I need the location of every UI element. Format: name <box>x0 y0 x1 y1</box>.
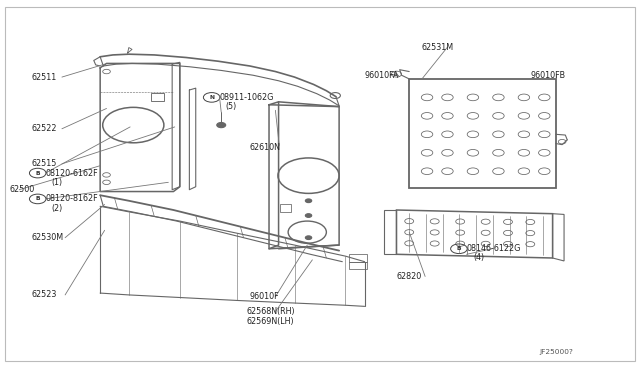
Text: 08120-8162F: 08120-8162F <box>45 195 98 203</box>
Bar <box>151 93 164 101</box>
Text: (4): (4) <box>473 253 484 263</box>
Text: 62511: 62511 <box>32 73 57 81</box>
Circle shape <box>305 199 312 203</box>
Text: 62522: 62522 <box>32 124 58 133</box>
Text: (2): (2) <box>51 203 62 213</box>
Text: 62820: 62820 <box>396 272 422 281</box>
Text: 62610N: 62610N <box>250 143 281 152</box>
Text: 08911-1062G: 08911-1062G <box>220 93 274 102</box>
Bar <box>280 205 291 212</box>
Text: N: N <box>209 95 214 100</box>
Text: 62515: 62515 <box>32 159 58 169</box>
Text: (5): (5) <box>226 102 237 111</box>
Bar <box>409 79 556 188</box>
Text: B: B <box>35 196 40 201</box>
Text: JF25000?: JF25000? <box>540 349 573 355</box>
Circle shape <box>217 122 226 128</box>
Text: 08146-6122G: 08146-6122G <box>467 244 521 253</box>
Text: 62500: 62500 <box>9 185 35 194</box>
Text: 96010FB: 96010FB <box>531 71 565 80</box>
Text: B: B <box>457 246 461 251</box>
Bar <box>384 210 396 254</box>
Text: 62569N(LH): 62569N(LH) <box>246 317 294 326</box>
Text: (1): (1) <box>51 178 62 187</box>
Text: 96010FA: 96010FA <box>365 71 399 80</box>
Text: 96010F: 96010F <box>250 292 280 301</box>
Bar <box>349 262 367 269</box>
Circle shape <box>305 236 312 240</box>
Text: 62523: 62523 <box>32 291 58 299</box>
Circle shape <box>305 214 312 217</box>
Text: B: B <box>35 171 40 176</box>
Text: 62568N(RH): 62568N(RH) <box>246 307 295 316</box>
Bar <box>349 254 367 262</box>
Text: 62531M: 62531M <box>422 43 454 52</box>
Text: 62530M: 62530M <box>32 233 64 242</box>
Text: 08120-6162F: 08120-6162F <box>45 169 98 177</box>
